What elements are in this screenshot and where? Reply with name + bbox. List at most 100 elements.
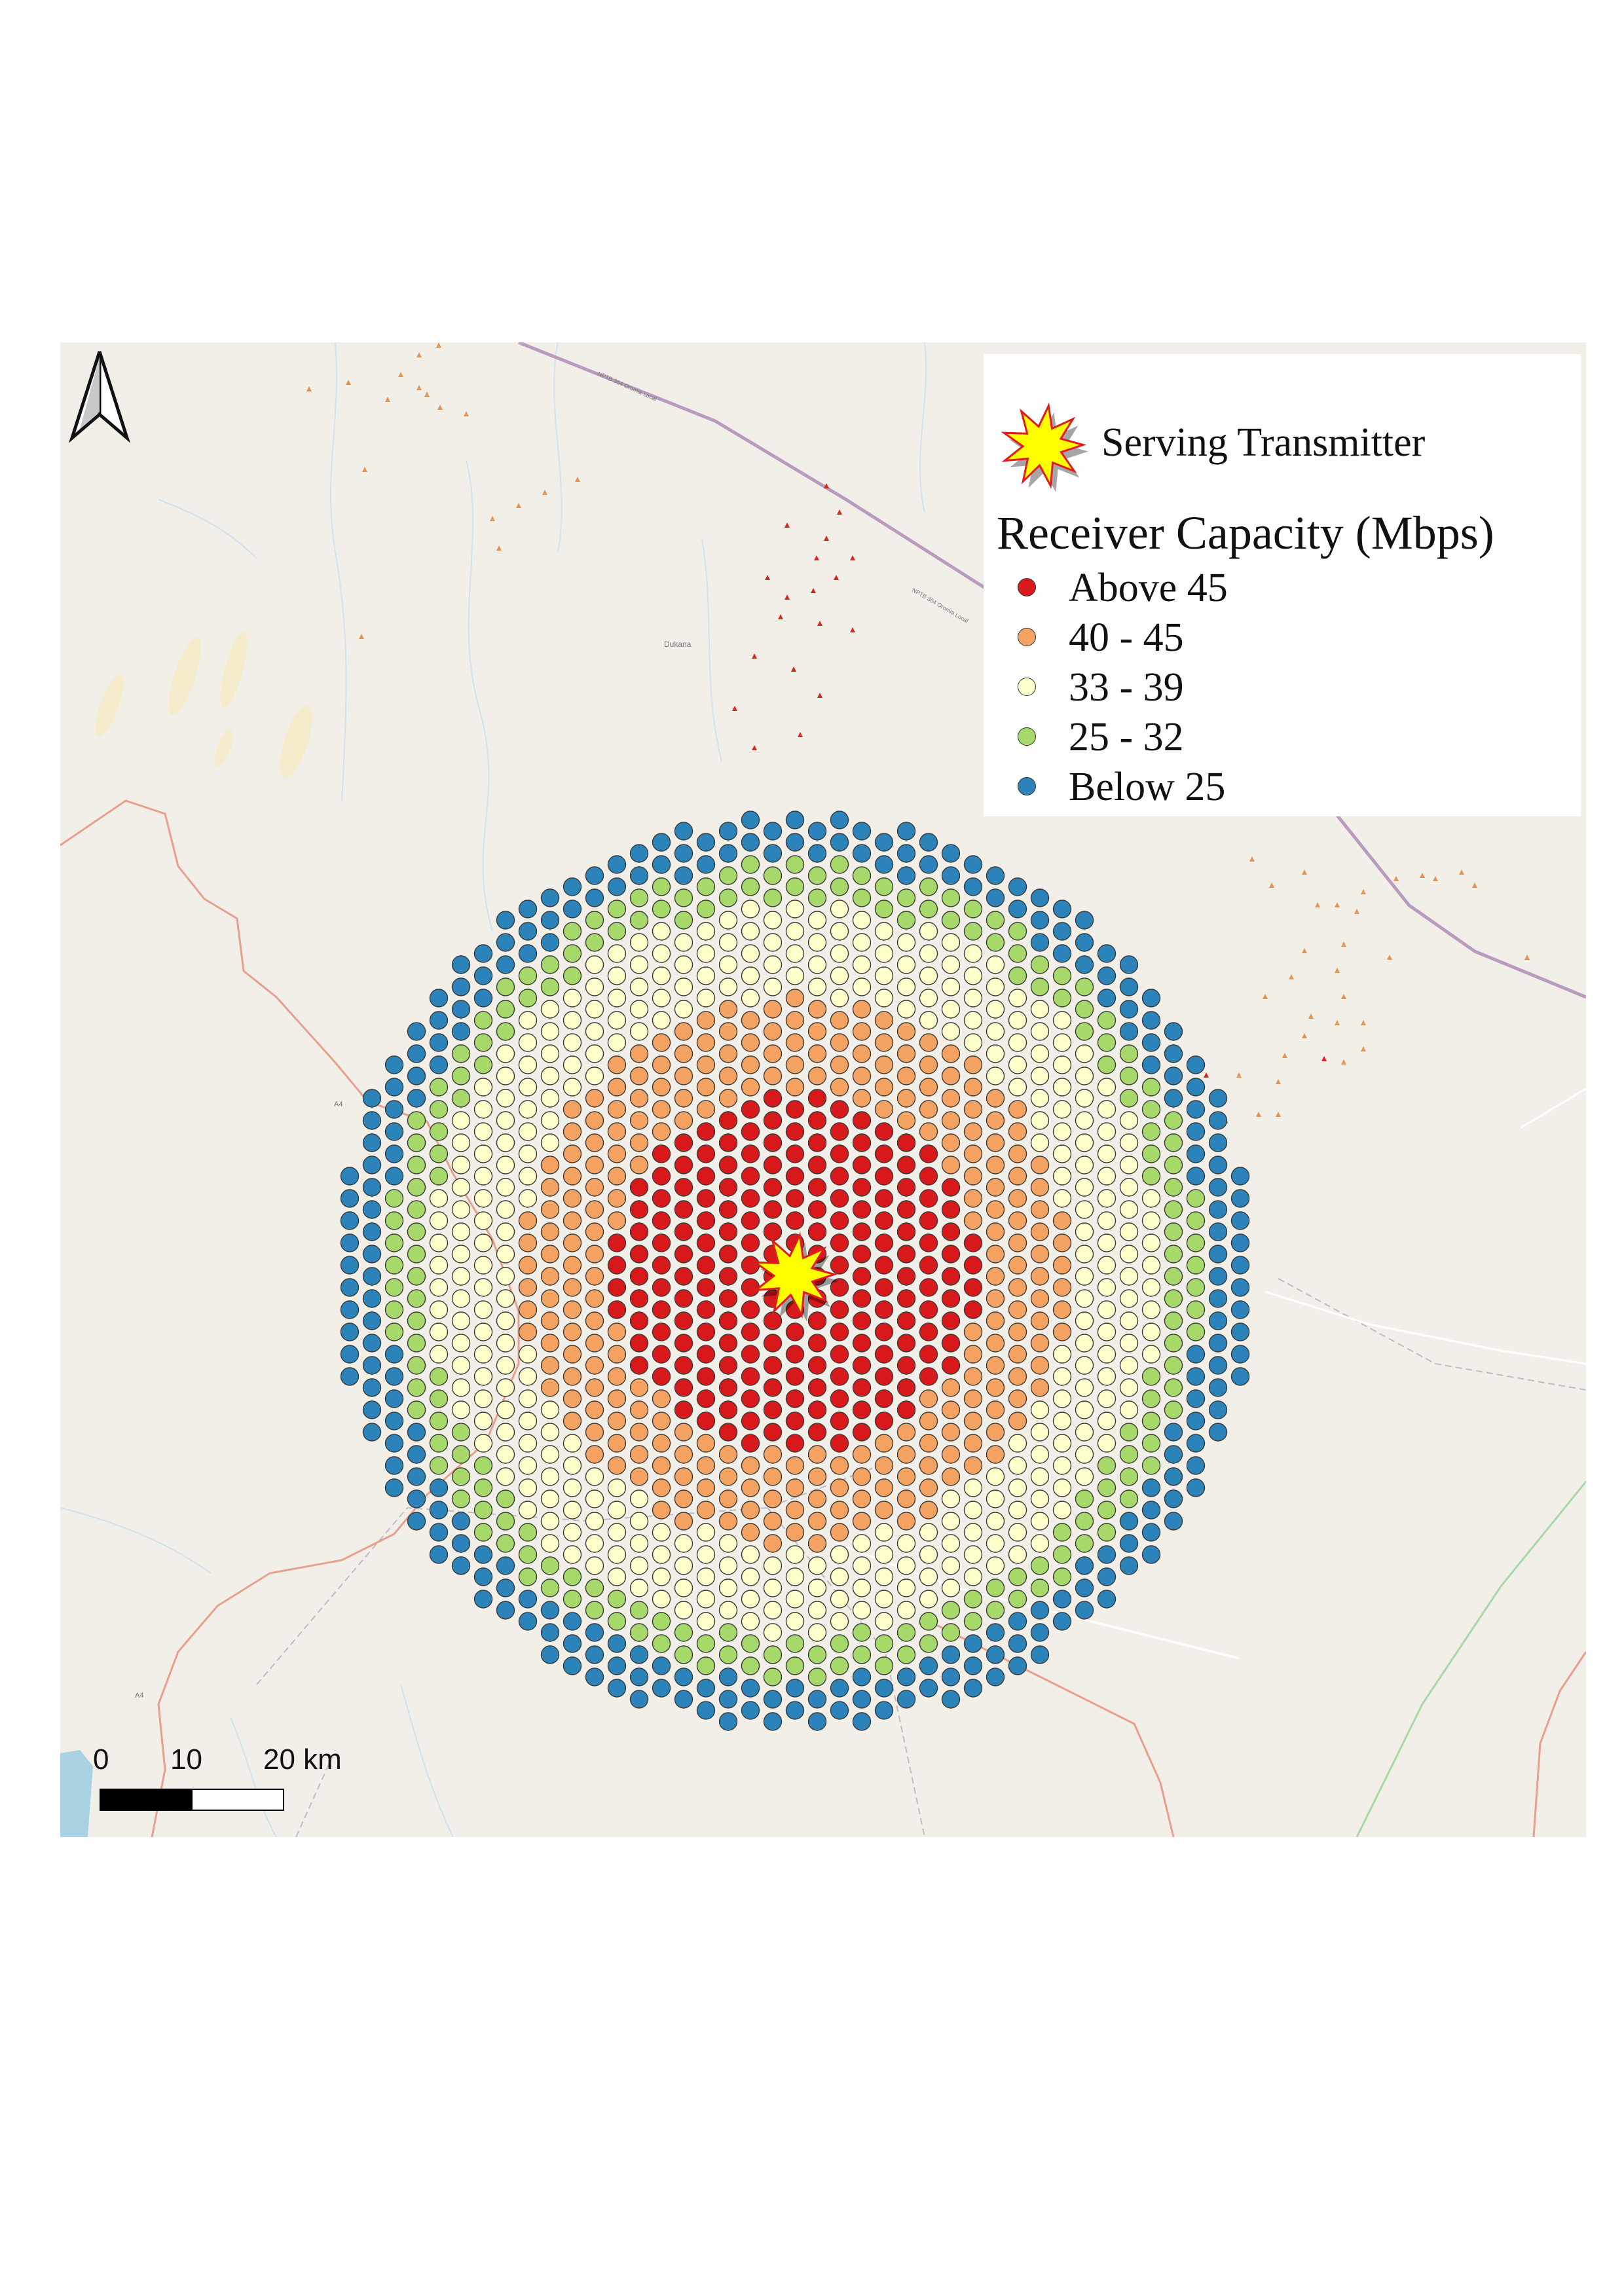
- receiver-point[interactable]: [696, 1478, 716, 1497]
- receiver-point[interactable]: [1119, 1356, 1139, 1375]
- receiver-point[interactable]: [563, 1612, 582, 1631]
- receiver-point[interactable]: [540, 1645, 560, 1664]
- receiver-point[interactable]: [429, 1523, 449, 1542]
- receiver-point[interactable]: [874, 1612, 894, 1631]
- receiver-point[interactable]: [874, 900, 894, 919]
- receiver-point[interactable]: [941, 1200, 961, 1219]
- receiver-point[interactable]: [563, 1345, 582, 1364]
- receiver-point[interactable]: [407, 1222, 426, 1241]
- receiver-point[interactable]: [785, 944, 805, 963]
- receiver-point[interactable]: [986, 955, 1005, 974]
- receiver-point[interactable]: [1052, 1389, 1072, 1408]
- receiver-point[interactable]: [1208, 1311, 1228, 1330]
- receiver-point[interactable]: [763, 844, 783, 863]
- receiver-point[interactable]: [1030, 1289, 1050, 1308]
- receiver-point[interactable]: [563, 966, 582, 985]
- receiver-point[interactable]: [340, 1256, 360, 1275]
- receiver-point[interactable]: [518, 1501, 538, 1520]
- receiver-point[interactable]: [1141, 1122, 1161, 1141]
- receiver-point[interactable]: [785, 1345, 805, 1364]
- receiver-point[interactable]: [1119, 1289, 1139, 1308]
- receiver-point[interactable]: [1008, 1412, 1027, 1430]
- receiver-point[interactable]: [607, 1033, 627, 1052]
- receiver-point[interactable]: [607, 944, 627, 963]
- receiver-point[interactable]: [807, 1645, 827, 1664]
- receiver-point[interactable]: [429, 1345, 449, 1364]
- receiver-point[interactable]: [830, 1345, 849, 1364]
- receiver-point[interactable]: [429, 1434, 449, 1453]
- receiver-point[interactable]: [741, 1211, 760, 1230]
- receiver-point[interactable]: [473, 1278, 493, 1297]
- receiver-point[interactable]: [340, 1233, 360, 1252]
- receiver-point[interactable]: [896, 933, 916, 952]
- receiver-point[interactable]: [540, 955, 560, 974]
- receiver-point[interactable]: [518, 1612, 538, 1631]
- receiver-point[interactable]: [1008, 1011, 1027, 1030]
- receiver-point[interactable]: [607, 1478, 627, 1497]
- receiver-point[interactable]: [874, 1078, 894, 1097]
- receiver-point[interactable]: [563, 1501, 582, 1520]
- receiver-point[interactable]: [384, 1456, 404, 1475]
- receiver-point[interactable]: [362, 1222, 382, 1241]
- receiver-point[interactable]: [941, 1044, 961, 1063]
- receiver-point[interactable]: [1052, 944, 1072, 963]
- receiver-point[interactable]: [451, 1423, 471, 1442]
- receiver-point[interactable]: [540, 1378, 560, 1397]
- receiver-point[interactable]: [1030, 1222, 1050, 1241]
- receiver-point[interactable]: [585, 1044, 604, 1063]
- receiver-point[interactable]: [874, 1233, 894, 1252]
- receiver-point[interactable]: [563, 1167, 582, 1186]
- receiver-point[interactable]: [629, 977, 649, 996]
- receiver-point[interactable]: [1141, 1322, 1161, 1341]
- receiver-point[interactable]: [473, 1055, 493, 1074]
- receiver-point[interactable]: [807, 1111, 827, 1130]
- receiver-point[interactable]: [563, 1656, 582, 1675]
- receiver-point[interactable]: [1119, 1200, 1139, 1219]
- receiver-point[interactable]: [830, 833, 849, 852]
- receiver-point[interactable]: [1164, 1044, 1183, 1063]
- receiver-point[interactable]: [473, 1233, 493, 1252]
- receiver-point[interactable]: [1097, 1167, 1116, 1186]
- receiver-point[interactable]: [429, 1033, 449, 1052]
- receiver-point[interactable]: [718, 1178, 738, 1197]
- receiver-point[interactable]: [941, 1156, 961, 1175]
- receiver-point[interactable]: [429, 1055, 449, 1074]
- receiver-point[interactable]: [963, 966, 983, 985]
- receiver-point[interactable]: [629, 1467, 649, 1486]
- receiver-point[interactable]: [496, 1400, 515, 1419]
- receiver-point[interactable]: [1119, 1267, 1139, 1286]
- receiver-point[interactable]: [1164, 1423, 1183, 1442]
- receiver-point[interactable]: [563, 877, 582, 896]
- receiver-point[interactable]: [986, 1334, 1005, 1353]
- receiver-point[interactable]: [1052, 1322, 1072, 1341]
- receiver-point[interactable]: [473, 1412, 493, 1430]
- receiver-point[interactable]: [896, 977, 916, 996]
- receiver-point[interactable]: [629, 1489, 649, 1508]
- receiver-point[interactable]: [986, 1089, 1005, 1108]
- receiver-point[interactable]: [718, 1378, 738, 1397]
- receiver-point[interactable]: [830, 1256, 849, 1275]
- receiver-point[interactable]: [807, 822, 827, 841]
- receiver-point[interactable]: [1097, 1278, 1116, 1297]
- receiver-point[interactable]: [1208, 1423, 1228, 1442]
- receiver-point[interactable]: [540, 1066, 560, 1085]
- receiver-point[interactable]: [473, 989, 493, 1008]
- receiver-point[interactable]: [941, 1623, 961, 1642]
- receiver-point[interactable]: [830, 1389, 849, 1408]
- receiver-point[interactable]: [741, 1300, 760, 1319]
- receiver-point[interactable]: [607, 877, 627, 896]
- receiver-point[interactable]: [518, 1233, 538, 1252]
- receiver-point[interactable]: [1164, 1089, 1183, 1108]
- receiver-point[interactable]: [585, 1356, 604, 1375]
- receiver-point[interactable]: [1075, 955, 1094, 974]
- receiver-point[interactable]: [652, 1211, 671, 1230]
- receiver-point[interactable]: [1097, 1055, 1116, 1074]
- receiver-point[interactable]: [1008, 1278, 1027, 1297]
- receiver-point[interactable]: [763, 1044, 783, 1063]
- receiver-point[interactable]: [1075, 1133, 1094, 1152]
- receiver-point[interactable]: [629, 1667, 649, 1686]
- receiver-point[interactable]: [1075, 1267, 1094, 1286]
- receiver-point[interactable]: [629, 1512, 649, 1531]
- receiver-point[interactable]: [696, 922, 716, 941]
- receiver-point[interactable]: [652, 1189, 671, 1208]
